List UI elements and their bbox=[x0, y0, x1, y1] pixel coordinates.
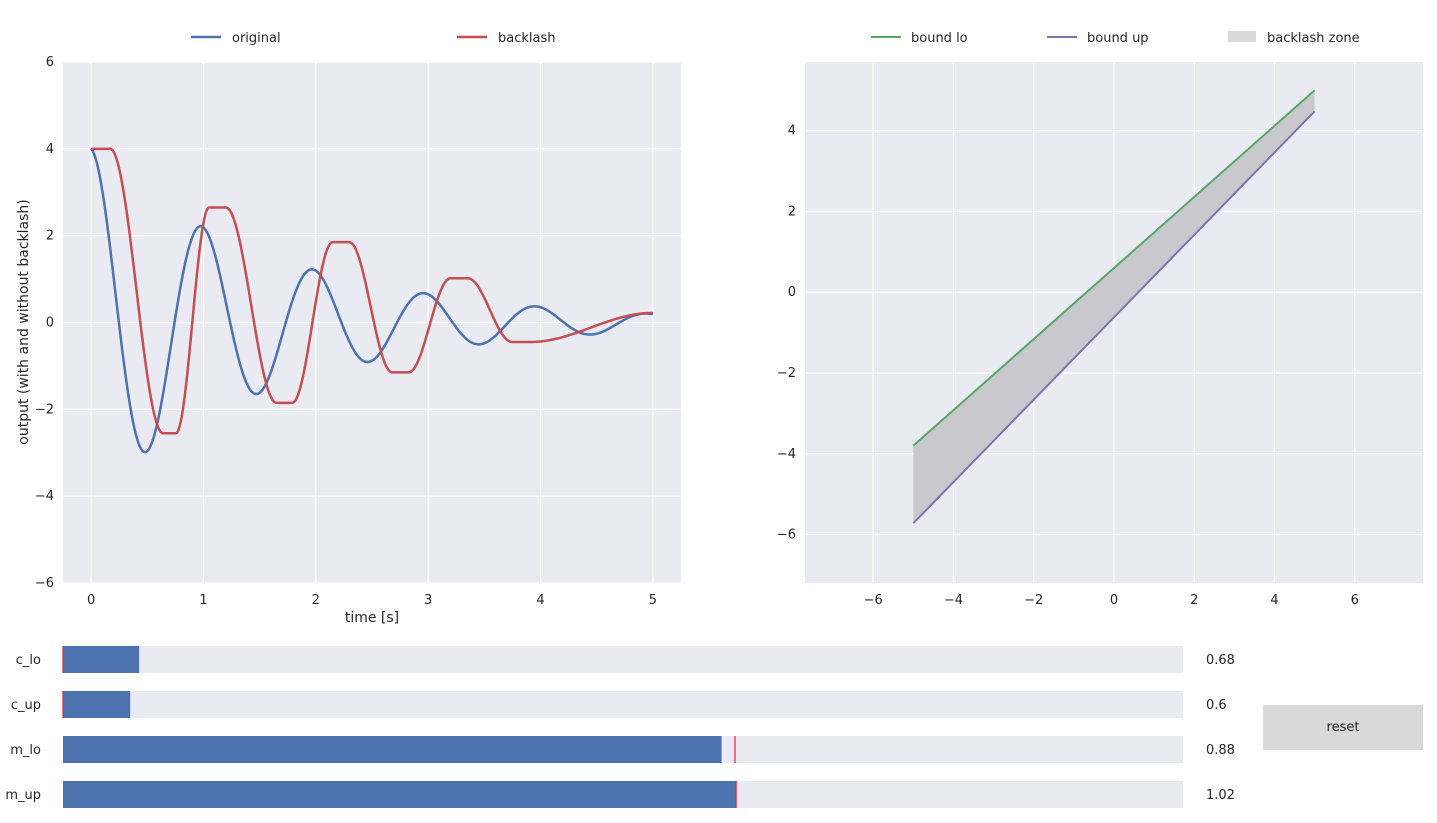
reset-button[interactable]: reset bbox=[1263, 705, 1423, 750]
y-tick-label: 4 bbox=[46, 142, 54, 157]
backlash-zone-fill bbox=[913, 90, 1315, 524]
right-y-ticks: −6 −4 −2 0 2 4 bbox=[777, 124, 796, 543]
slider-fill[interactable] bbox=[63, 691, 131, 718]
y-tick-label: 6 bbox=[46, 55, 54, 70]
slider-value: 1.02 bbox=[1206, 788, 1235, 803]
y-tick-label: 4 bbox=[788, 124, 796, 139]
x-tick-label: 5 bbox=[649, 593, 657, 608]
slider-track[interactable] bbox=[63, 691, 1183, 718]
slider-value: 0.88 bbox=[1206, 743, 1235, 758]
y-tick-label: 0 bbox=[46, 316, 54, 331]
slider-c-lo[interactable]: c_lo 0.68 bbox=[16, 646, 1235, 673]
legend-label-bound-lo: bound lo bbox=[911, 31, 968, 46]
slider-label: m_up bbox=[5, 788, 41, 803]
x-tick-label: 4 bbox=[536, 593, 544, 608]
slider-fill[interactable] bbox=[63, 646, 140, 673]
slider-fill[interactable] bbox=[63, 781, 737, 808]
series-line-bound-up bbox=[912, 110, 1316, 524]
left-grid bbox=[63, 61, 681, 584]
slider-label: c_up bbox=[11, 698, 41, 713]
x-tick-label: −6 bbox=[864, 593, 883, 608]
left-y-axis-label: output (with and without backlash) bbox=[16, 199, 32, 444]
x-tick-label: 6 bbox=[1351, 593, 1359, 608]
legend-label-bound-up: bound up bbox=[1087, 31, 1149, 46]
right-x-ticks: −6 −4 −2 0 2 4 6 bbox=[864, 593, 1359, 608]
x-tick-label: −2 bbox=[1024, 593, 1043, 608]
left-y-ticks: −6 −4 −2 0 2 4 6 bbox=[35, 55, 54, 591]
slider-value: 0.68 bbox=[1206, 653, 1235, 668]
left-series bbox=[90, 147, 654, 454]
y-tick-label: 2 bbox=[788, 204, 796, 219]
right-plot: −6 −4 −2 0 2 4 6 −6 −4 −2 0 2 4 bbox=[777, 62, 1423, 608]
x-tick-label: 2 bbox=[1190, 593, 1198, 608]
y-tick-label: −2 bbox=[777, 366, 796, 381]
series-line-bound-lo bbox=[912, 89, 1316, 447]
series-line-original bbox=[90, 148, 654, 454]
slider-c-up[interactable]: c_up 0.6 bbox=[11, 691, 1227, 718]
y-tick-label: −4 bbox=[777, 447, 796, 462]
left-plot: 0 1 2 3 4 5 −6 −4 −2 0 2 4 6 time [s] output (with … bbox=[16, 55, 681, 626]
legend-label-backlash-zone: backlash zone bbox=[1267, 31, 1360, 46]
legend-patch-backlash-zone bbox=[1228, 31, 1256, 42]
x-tick-label: −4 bbox=[944, 593, 963, 608]
y-tick-label: 0 bbox=[788, 285, 796, 300]
x-tick-label: 4 bbox=[1270, 593, 1278, 608]
slider-m-up[interactable]: m_up 1.02 bbox=[5, 781, 1235, 808]
y-tick-label: −6 bbox=[777, 528, 796, 543]
slider-label: c_lo bbox=[16, 653, 41, 668]
right-legend: bound lo bound up backlash zone bbox=[871, 31, 1360, 46]
slider-value: 0.6 bbox=[1206, 698, 1227, 713]
right-series bbox=[912, 89, 1316, 524]
x-tick-label: 0 bbox=[87, 593, 95, 608]
legend-label-original: original bbox=[232, 31, 281, 46]
y-tick-label: −4 bbox=[35, 489, 54, 504]
x-tick-label: 2 bbox=[312, 593, 320, 608]
slider-m-lo[interactable]: m_lo 0.88 bbox=[10, 736, 1235, 763]
x-tick-label: 0 bbox=[1110, 593, 1118, 608]
slider-fill[interactable] bbox=[63, 736, 722, 763]
y-tick-label: −2 bbox=[35, 402, 54, 417]
slider-panel: c_lo 0.68 c_up 0.6 m_lo 0.88 m_up 1.02 bbox=[5, 646, 1235, 808]
x-tick-label: 3 bbox=[424, 593, 432, 608]
slider-track[interactable] bbox=[63, 646, 1183, 673]
y-tick-label: −6 bbox=[35, 576, 54, 591]
y-tick-label: 2 bbox=[46, 229, 54, 244]
slider-label: m_lo bbox=[10, 743, 41, 758]
series-line-backlash bbox=[91, 147, 653, 435]
left-x-ticks: 0 1 2 3 4 5 bbox=[87, 593, 657, 608]
left-legend: original backlash bbox=[191, 31, 555, 46]
x-tick-label: 1 bbox=[199, 593, 207, 608]
legend-label-backlash: backlash bbox=[498, 31, 555, 46]
left-x-axis-label: time [s] bbox=[345, 610, 399, 626]
